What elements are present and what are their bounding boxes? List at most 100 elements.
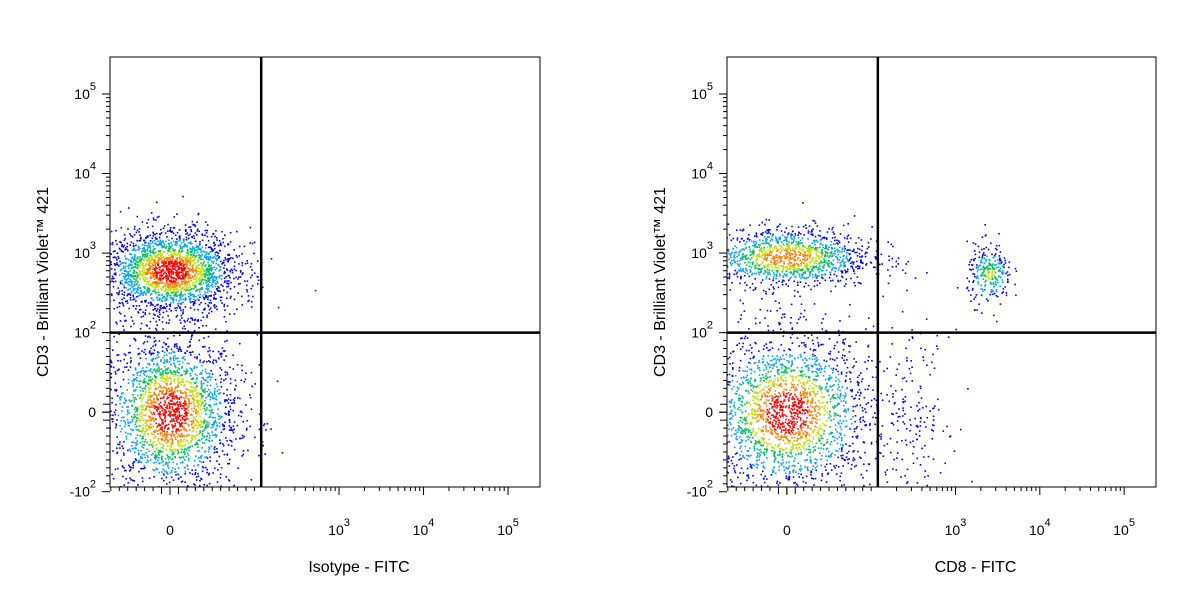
data-point [114,273,117,276]
data-point [199,248,201,250]
data-point [181,374,184,376]
data-point [152,245,155,248]
data-point [201,454,203,457]
data-point [216,390,219,392]
data-point [789,493,791,495]
data-point [154,379,156,381]
data-point [179,334,181,337]
data-point [155,286,158,288]
data-point [698,432,700,434]
data-point [181,392,183,394]
data-point [170,373,173,376]
data-point [132,374,135,376]
data-point [165,388,168,391]
data-point [688,405,690,407]
data-point [833,347,835,350]
data-point [126,273,129,276]
data-point [725,460,727,462]
data-point [160,281,162,283]
data-point [141,408,143,411]
data-point [122,392,124,394]
data-point [193,308,196,311]
data-point [138,271,141,274]
data-point [187,234,190,237]
data-point [152,232,155,235]
data-point [201,264,204,266]
data-point [122,262,125,264]
data-point [146,235,148,238]
data-point [159,287,162,290]
data-point [150,251,153,254]
data-point [154,263,157,265]
data-point [132,384,135,386]
data-point [266,423,269,425]
data-point [207,239,210,242]
data-point [780,522,782,524]
data-point [147,395,150,397]
data-point [174,505,176,507]
data-point [152,272,155,275]
data-point [159,411,161,413]
data-point [172,442,174,445]
data-point [172,418,175,420]
data-point [238,255,241,257]
data-point [138,425,141,427]
data-point [119,441,121,443]
data-point [159,233,161,236]
data-point [210,411,212,414]
data-point [169,289,171,291]
data-point [179,246,182,248]
data-point [194,256,197,258]
data-point [200,371,202,374]
data-point [710,447,712,449]
data-point [192,271,195,273]
data-point [148,405,150,408]
data-point [149,240,152,242]
data-point [195,415,197,418]
data-point [183,370,186,372]
data-point [144,414,147,416]
data-point [197,270,199,273]
data-point [197,472,199,475]
data-point [226,258,229,260]
data-point [192,281,194,284]
data-point [123,467,125,469]
data-point [162,393,165,395]
data-point [144,441,146,443]
data-point [132,394,134,396]
data-point [221,274,223,277]
data-point [163,479,165,482]
data-point [194,382,197,385]
data-point [195,234,198,236]
data-point [835,473,838,475]
data-point [152,397,155,400]
data-point [250,408,253,410]
data-point [155,256,157,258]
data-point [152,411,155,414]
data-point [99,426,101,428]
data-point [184,280,187,283]
data-point [718,377,720,379]
data-point [119,302,121,305]
data-point [187,423,190,426]
data-point [159,254,162,256]
data-point [201,346,204,348]
data-point [121,445,123,447]
data-point [783,316,786,318]
data-point [149,294,152,296]
data-point [180,298,183,301]
data-point [179,444,182,446]
data-point [94,420,96,422]
data-point [167,267,170,270]
data-point [186,405,188,407]
data-point [165,258,168,260]
data-point [157,367,160,370]
data-point [169,294,172,297]
data-point [196,269,198,271]
data-point [249,396,252,399]
data-point [203,422,205,424]
data-point [208,252,210,254]
data-point [173,351,176,353]
data-point [140,425,142,427]
data-point [134,458,137,460]
